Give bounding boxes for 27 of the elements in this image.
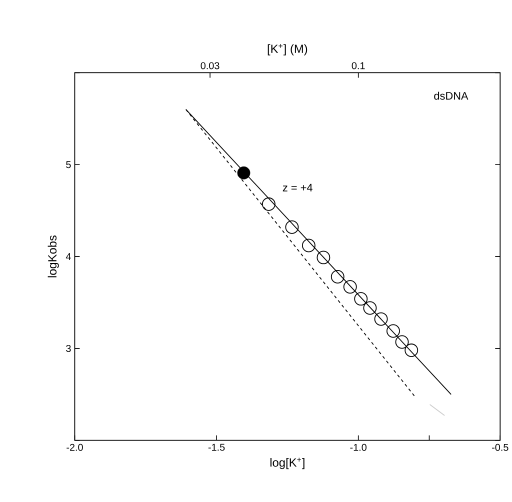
annotation: z = +4	[282, 184, 312, 192]
y-tick-label: 5	[66, 161, 71, 168]
point	[330, 270, 344, 284]
x2-axis-title: [K$^{+}$] (M)	[268, 44, 308, 56]
y-tick-label: 4	[66, 253, 71, 260]
point	[395, 335, 409, 349]
x2-tick-label: 0.1	[352, 62, 365, 70]
x-tick-label: -0.5	[492, 444, 508, 451]
point	[343, 280, 357, 294]
point	[285, 220, 299, 234]
point	[237, 166, 250, 180]
point	[262, 197, 276, 211]
point	[374, 312, 388, 326]
y-tick-label: 3	[66, 344, 71, 352]
x-tick-label: -1.0	[350, 444, 367, 451]
x-tick-label: -2.0	[66, 444, 83, 451]
point	[302, 238, 316, 252]
x-tick-label: -1.5	[208, 444, 225, 451]
point	[316, 250, 330, 264]
point	[363, 301, 377, 315]
point	[386, 324, 400, 338]
x2-tick-label: 0.03	[200, 62, 220, 70]
point	[404, 343, 418, 357]
annotation: dsDNA	[434, 92, 468, 100]
x-axis-title: log[K$^{+}$]	[270, 458, 304, 470]
point	[354, 292, 368, 306]
y-axis-title: logKobs	[48, 235, 59, 278]
